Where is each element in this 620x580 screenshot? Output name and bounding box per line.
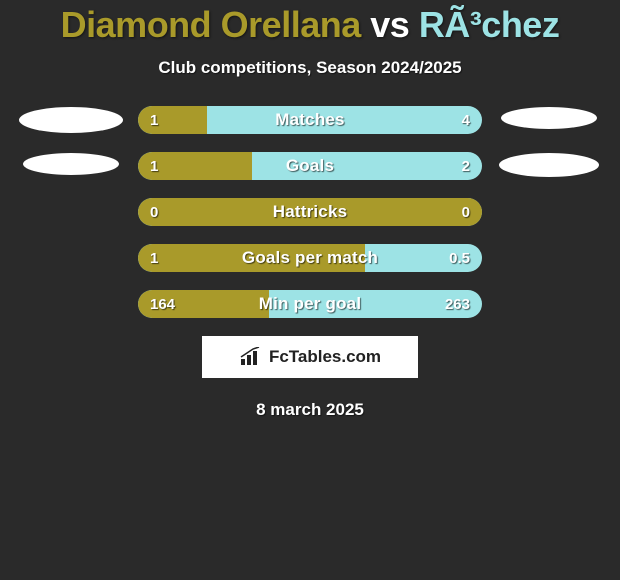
comparison-card: Diamond Orellana vs RÃ³chez Club competi… — [0, 0, 620, 420]
player1-name: Diamond Orellana — [61, 4, 361, 45]
player2-ellipse-icon — [499, 153, 599, 177]
player1-shape-slot — [16, 245, 126, 271]
stat-label: Matches — [138, 106, 482, 134]
player1-ellipse-icon — [19, 107, 123, 133]
comparison-title: Diamond Orellana vs RÃ³chez — [0, 4, 620, 46]
vs-text: vs — [370, 4, 409, 45]
brand-chart-icon — [239, 347, 265, 367]
stat-label: Hattricks — [138, 198, 482, 226]
player2-shape-slot — [494, 291, 604, 317]
footer-date: 8 march 2025 — [0, 400, 620, 420]
player2-shape-slot — [494, 245, 604, 271]
brand-box[interactable]: FcTables.com — [202, 336, 418, 378]
stat-row: 164263Min per goal — [0, 290, 620, 318]
stat-bar: 12Goals — [138, 152, 482, 180]
brand-text: FcTables.com — [269, 347, 381, 367]
player1-shape-slot — [16, 199, 126, 225]
player2-ellipse-icon — [501, 107, 597, 129]
player1-shape-slot — [16, 107, 126, 133]
stat-label: Goals — [138, 152, 482, 180]
player2-shape-slot — [494, 153, 604, 179]
player2-name: RÃ³chez — [419, 4, 560, 45]
stat-label: Goals per match — [138, 244, 482, 272]
stat-label: Min per goal — [138, 290, 482, 318]
player1-shape-slot — [16, 291, 126, 317]
stat-row: 00Hattricks — [0, 198, 620, 226]
stat-bar: 10.5Goals per match — [138, 244, 482, 272]
stat-bar: 164263Min per goal — [138, 290, 482, 318]
stats-list: 14Matches 12Goals 00Hattricks 10.5Goals per… — [0, 106, 620, 318]
player1-shape-slot — [16, 153, 126, 179]
stat-bar: 14Matches — [138, 106, 482, 134]
player1-ellipse-icon — [23, 153, 119, 175]
stat-row: 12Goals — [0, 152, 620, 180]
player2-shape-slot — [494, 107, 604, 133]
stat-bar: 00Hattricks — [138, 198, 482, 226]
stat-row: 10.5Goals per match — [0, 244, 620, 272]
player2-shape-slot — [494, 199, 604, 225]
subtitle: Club competitions, Season 2024/2025 — [0, 58, 620, 78]
stat-row: 14Matches — [0, 106, 620, 134]
